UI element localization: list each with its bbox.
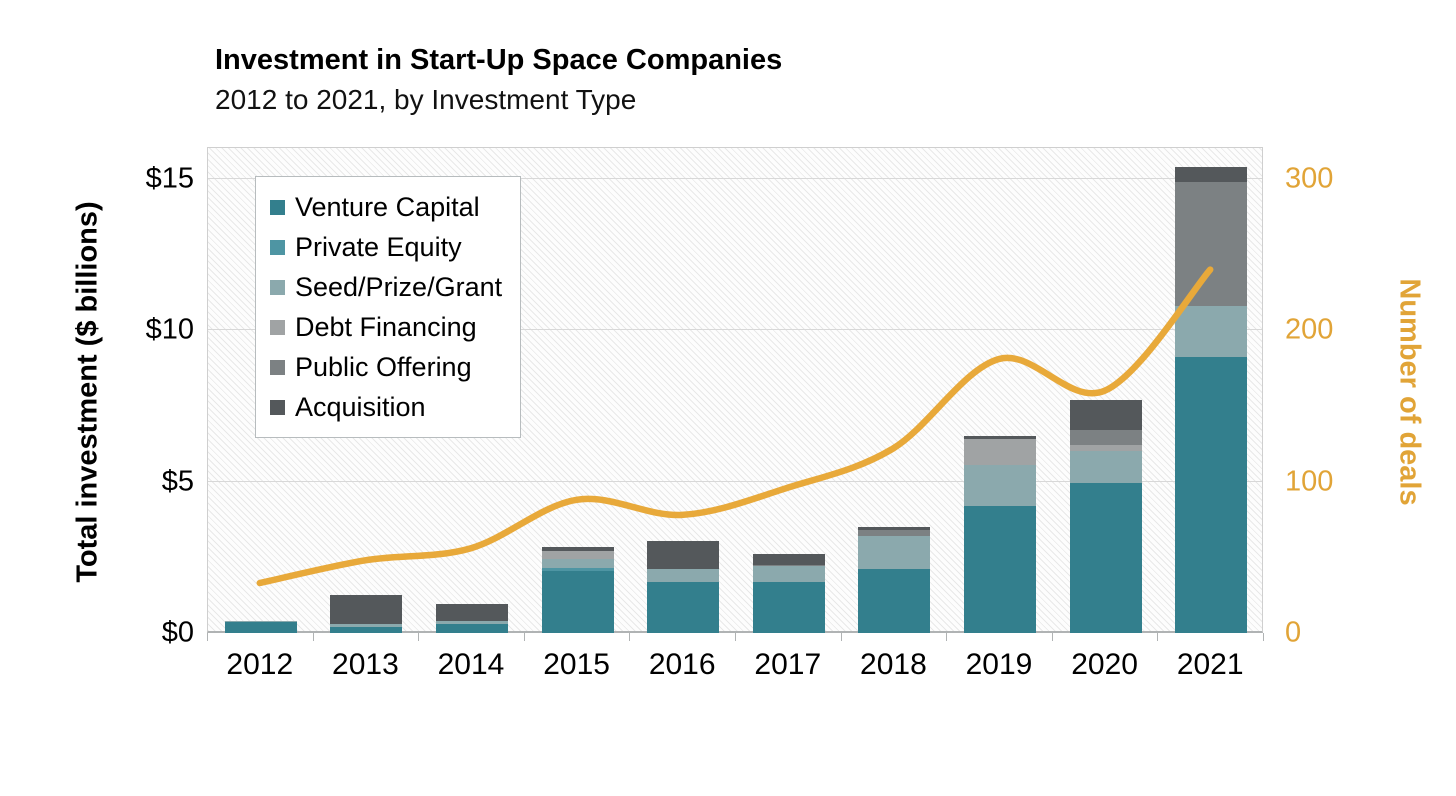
legend-label: Private Equity [295,231,462,262]
x-axis-tick-mark [946,633,948,641]
x-tick-2021: 2021 [1176,648,1244,681]
legend-swatch-public-offering [270,359,285,375]
x-tick-2015: 2015 [543,648,610,681]
x-axis-tick-mark [1051,633,1053,641]
bar-2016-venture-capital [647,581,720,633]
deals-line-layer [256,266,1214,587]
legend-label: Venture Capital [295,191,480,222]
x-tick-2018: 2018 [860,648,927,681]
bar-2021-acquisition [1175,166,1248,182]
legend-label: Debt Financing [295,311,477,342]
bar-2015-venture-capital [541,570,614,633]
bar-2018-venture-capital [858,569,931,633]
bar-2015-acquisition [541,546,614,552]
bar-2020-venture-capital [1069,483,1142,633]
x-axis-tick-mark [207,633,208,641]
x-tick-2019: 2019 [965,648,1033,681]
x-axis-tick-mark [840,633,842,641]
x-axis-tick-mark [629,633,631,641]
legend-item-private-equity: Private Equity [270,227,502,267]
left-tick-0: $0 [161,616,194,649]
x-tick-2013: 2013 [332,648,399,681]
bar-2021-seed-prize-grant [1175,305,1248,358]
bar-2019-debt-financing [964,439,1036,465]
bar-2012-venture-capital [224,622,297,633]
x-axis-tick-mark [523,633,525,641]
bar-2013-acquisition [330,595,403,624]
bar-2016-acquisition [647,540,720,570]
bar-2020-acquisition [1069,399,1142,431]
bar-2020-debt-financing [1069,445,1142,452]
legend-label: Acquisition [295,391,426,422]
left-tick-5: $5 [161,465,194,498]
legend-item-acquisition: Acquisition [270,387,502,427]
legend-item-seed-prize-grant: Seed/Prize/Grant [270,267,502,307]
bar-2017-seed-prize-grant [752,566,825,582]
legend: Venture Capital Private Equity Seed/Prize/… [255,176,522,438]
bar-2014-seed-prize-grant [436,620,508,624]
right-tick-300: 300 [1285,162,1334,195]
bar-2013-venture-capital [330,626,403,633]
bar-2017-public-offering [752,564,825,567]
bar-2018-seed-prize-grant [858,536,931,570]
bar-2021-venture-capital [1175,357,1248,633]
x-tick-2020: 2020 [1071,648,1138,681]
legend-swatch-private-equity [270,239,285,255]
left-tick-15: $15 [145,162,194,195]
x-tick-2014: 2014 [437,648,505,681]
right-axis-title: Number of deals [1393,278,1426,506]
legend-swatch-venture-capital [270,199,285,215]
bar-2021-public-offering [1175,181,1248,306]
legend-item-debt-financing: Debt Financing [270,307,502,347]
bar-2018-acquisition [858,527,931,531]
legend-swatch-acquisition [270,399,285,415]
left-axis-title: Total investment ($ billions) [71,201,104,583]
bar-2019-seed-prize-grant [964,464,1036,506]
bar-2013-seed-prize-grant [330,623,403,627]
x-axis-tick-mark [1263,633,1264,641]
x-axis-tick-mark [418,633,420,641]
bar-2019-acquisition [964,436,1036,440]
x-axis-tick-mark [1157,633,1159,641]
right-tick-0: 0 [1285,616,1302,649]
bar-2012-seed-prize-grant [224,620,297,623]
bar-2019-venture-capital [964,505,1036,633]
legend-swatch-debt-financing [270,319,285,335]
gridline-5 [208,480,1262,482]
bar-2015-seed-prize-grant [541,558,614,568]
gridline-10 [208,329,1262,331]
legend-item-venture-capital: Venture Capital [270,187,502,227]
x-axis-tick-mark [735,633,736,641]
bar-2014-acquisition [436,604,508,621]
bar-2020-public-offering [1069,430,1142,446]
x-tick-2017: 2017 [754,648,822,681]
right-tick-100: 100 [1285,465,1334,498]
gridline-15 [208,177,1262,179]
bar-2020-seed-prize-grant [1069,451,1142,484]
bar-2017-venture-capital [752,581,825,633]
bar-2015-debt-financing [541,551,614,559]
legend-label: Public Offering [295,351,472,382]
x-axis-tick-mark [312,633,314,641]
deals-line [256,266,1214,587]
bar-2018-public-offering [858,530,931,537]
bar-2016-seed-prize-grant [647,569,720,582]
legend-item-public-offering: Public Offering [270,347,502,387]
legend-label: Seed/Prize/Grant [295,271,503,302]
bar-2017-acquisition [752,554,825,565]
x-tick-2016: 2016 [648,648,716,681]
x-tick-2012: 2012 [226,648,294,681]
right-tick-200: 200 [1285,313,1334,346]
left-tick-10: $10 [145,313,194,346]
chart-title: Investment in Start-Up Space Companies [215,44,783,76]
bar-2015-private-equity [541,567,614,571]
legend-swatch-seed-prize-grant [270,279,285,295]
bar-2014-venture-capital [436,623,508,633]
chart-subtitle: 2012 to 2021, by Investment Type [215,84,637,115]
